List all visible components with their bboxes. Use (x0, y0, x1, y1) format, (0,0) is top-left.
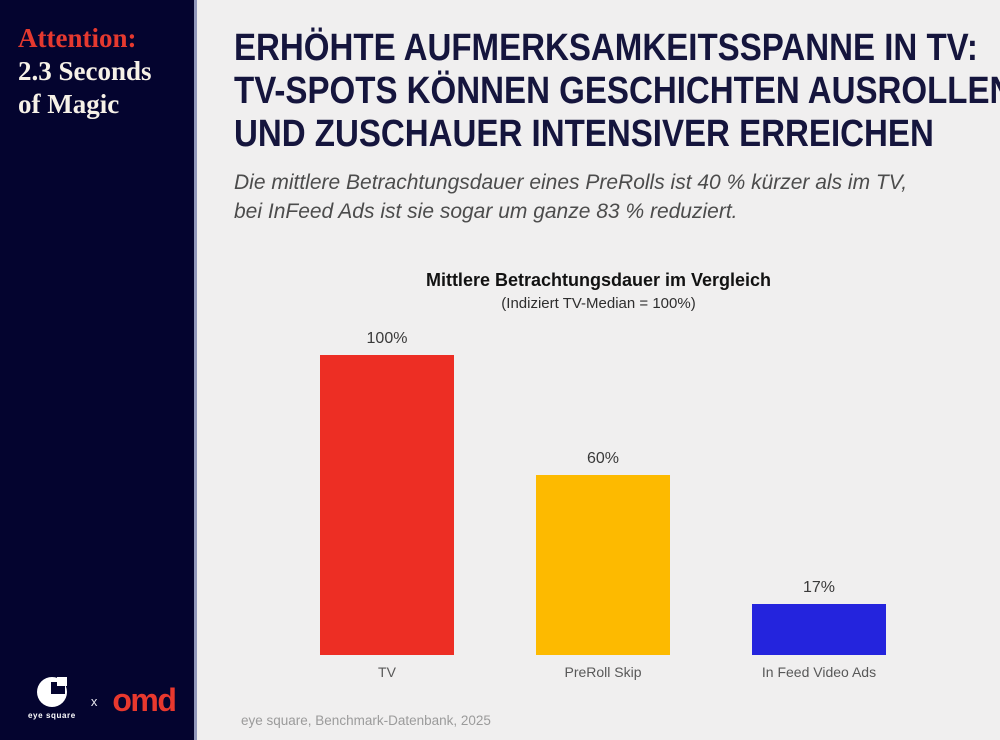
bar-category-label: TV (378, 664, 396, 680)
bar-stack: 100% (320, 329, 454, 655)
eyesquare-wordmark: eye square (28, 711, 76, 720)
omd-logo: omd (112, 681, 177, 718)
eyesquare-logo: eye square (28, 677, 76, 720)
bar (536, 475, 670, 655)
bar-chart: 100% TV 60% PreRoll Skip 17% In Feed Video Ad… (320, 329, 886, 680)
title-line-3: UND ZUSCHAUER INTENSIVER ERREICHEN (234, 113, 934, 155)
chart-subtitle: (Indiziert TV-Median = 100%) (501, 295, 696, 312)
title-line-1: ERHÖHTE AUFMERKSAMKEITSSPANNE IN TV: (234, 27, 978, 69)
bar (320, 355, 454, 655)
tagline-rest: 2.3 Seconds of Magic (18, 56, 152, 119)
page-subtitle: Die mittlere Betrachtungsdauer eines Pre… (234, 168, 907, 226)
chart-header: Mittlere Betrachtungsdauer im Vergleich … (197, 270, 1000, 312)
bar-column-2: 60% PreRoll Skip (536, 329, 670, 680)
bar-value-label: 17% (802, 579, 836, 596)
bar-value-label: 60% (586, 450, 620, 467)
tagline-accent: Attention: (18, 23, 137, 53)
bar-category-label: In Feed Video Ads (761, 664, 877, 680)
bar-value-label: 100% (366, 330, 408, 347)
subtitle-line-2: bei InFeed Ads ist sie sogar um ganze 83… (234, 200, 738, 223)
bar (752, 604, 886, 655)
sidebar-tagline: Attention: 2.3 Seconds of Magic (0, 0, 194, 121)
bar-stack: 60% (536, 329, 670, 655)
page-title: ERHÖHTE AUFMERKSAMKEITSSPANNE IN TV: TV-… (234, 27, 1000, 156)
partner-logos: eye square x omd (28, 677, 177, 720)
chart-source: eye square, Benchmark-Datenbank, 2025 (241, 713, 491, 728)
bar-column-3: 17% In Feed Video Ads (752, 329, 886, 680)
eyesquare-mark-icon (36, 677, 67, 707)
bar-stack: 17% (752, 329, 886, 655)
logo-separator: x (90, 694, 98, 709)
content-area: ERHÖHTE AUFMERKSAMKEITSSPANNE IN TV: TV-… (197, 0, 1000, 740)
bar-category-label: PreRoll Skip (564, 664, 642, 680)
bar-column-1: 100% TV (320, 329, 454, 680)
chart-title: Mittlere Betrachtungsdauer im Vergleich (425, 270, 772, 290)
title-line-2: TV-SPOTS KÖNNEN GESCHICHTEN AUSROLLEN (234, 70, 1000, 112)
sidebar: Attention: 2.3 Seconds of Magic eye squa… (0, 0, 197, 740)
subtitle-line-1: Die mittlere Betrachtungsdauer eines Pre… (234, 171, 908, 194)
